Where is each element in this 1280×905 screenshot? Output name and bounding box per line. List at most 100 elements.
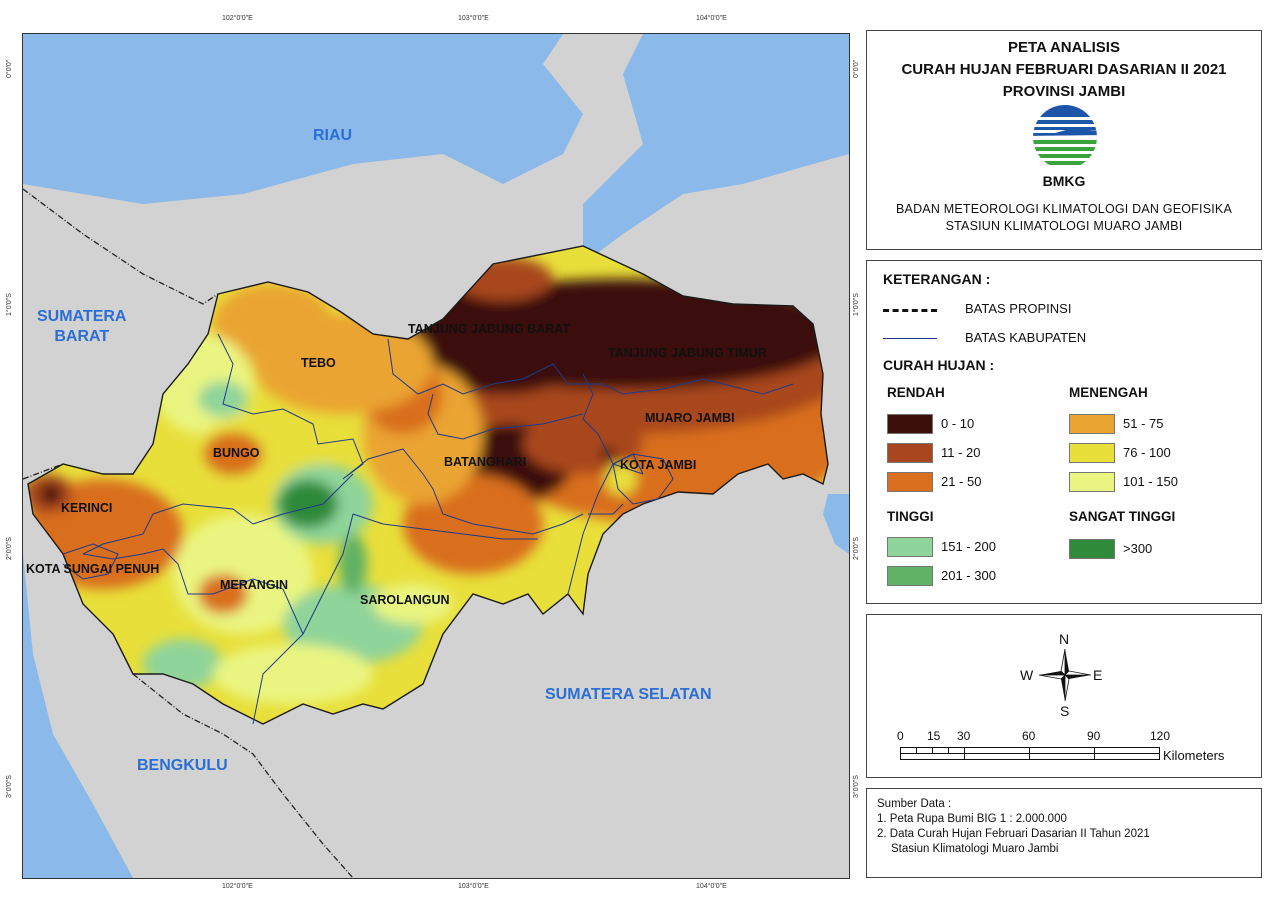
label-0-10: 0 - 10: [941, 416, 975, 431]
label-21-50: 21 - 50: [941, 474, 982, 489]
label-kota-jambi: KOTA JAMBI: [620, 458, 697, 472]
boundary-sumbar-riau: [23, 188, 219, 305]
swatch-0-10: [887, 414, 933, 434]
north-arrow-icon: [1038, 648, 1092, 702]
scale-tick-60: 60: [1022, 729, 1036, 743]
label-51-75: 51 - 75: [1123, 416, 1164, 431]
scale-panel: N S E W 0 15 30 60 90 120 Kilometers: [866, 614, 1262, 778]
boundary-bengkulu-sumsel: [132, 673, 354, 878]
grat-left-4: 3°0'0"S: [6, 775, 13, 798]
legend-panel: KETERANGAN : BATAS PROPINSI BATAS KABUPA…: [866, 260, 1262, 604]
swatch-51-75: [1069, 414, 1115, 434]
province-boundary: [27, 245, 829, 725]
swatch-300: [1069, 539, 1115, 559]
label-201-300: 201 - 300: [941, 568, 996, 583]
rainfall-zone: [278, 480, 338, 528]
legend-curah-hujan: CURAH HUJAN :: [883, 357, 995, 373]
title-line-3: PROVINSI JAMBI: [1002, 83, 1126, 100]
grat-top-1: 102°0'0"E: [222, 15, 253, 22]
bmkg-logo-text: BMKG: [1042, 173, 1086, 189]
swatch-201-300: [887, 566, 933, 586]
legend-group-tinggi: TINGGI: [887, 509, 934, 524]
label-sarolangun: SAROLANGUN: [360, 593, 450, 607]
source-item-2b: Stasiun Klimatologi Muaro Jambi: [891, 843, 1059, 855]
scale-tick-0: 0: [897, 729, 904, 743]
label-tanjung-jabung-timur: TANJUNG JABUNG TIMUR: [608, 346, 767, 360]
compass-w: W: [1020, 667, 1034, 683]
label-muaro-jambi: MUARO JAMBI: [645, 411, 735, 425]
scale-tick-120: 120: [1150, 729, 1171, 743]
rainfall-zone: [198, 574, 248, 614]
compass-e: E: [1093, 667, 1103, 683]
rainfall-zone: [203, 432, 263, 476]
grat-right-2: 1°0'0"S: [853, 293, 860, 316]
scale-tick-15: 15: [927, 729, 941, 743]
grat-right-4: 3°0'0"S: [853, 775, 860, 798]
swatch-151-200: [887, 537, 933, 557]
label-tanjung-jabung-barat: TANJUNG JABUNG BARAT: [408, 322, 571, 336]
label-tebo: TEBO: [301, 356, 336, 370]
grat-top-3: 104°0'0"E: [696, 15, 727, 22]
scale-bar: [900, 747, 1160, 760]
label-sumatera-barat: SUMATERA BARAT: [37, 308, 127, 345]
label-bengkulu: BENGKULU: [137, 757, 228, 774]
rainfall-zone: [213, 644, 373, 704]
title-line-1: PETA ANALISIS: [1008, 39, 1120, 56]
label-11-20: 11 - 20: [941, 445, 981, 460]
compass-n: N: [1059, 631, 1070, 647]
legend-group-rendah: RENDAH: [887, 385, 945, 400]
rainfall-zone: [605, 463, 637, 495]
agency-line-1: BADAN METEOROLOGI KLIMATOLOGI DAN GEOFIS…: [896, 202, 1232, 216]
grat-bottom-2: 103°0'0"E: [458, 883, 489, 890]
swatch-101-150: [1069, 472, 1115, 492]
west-sea: [23, 554, 133, 878]
grat-right-3: 2°0'0"S: [853, 537, 860, 560]
scale-unit: Kilometers: [1163, 748, 1225, 763]
legend-heading: KETERANGAN :: [883, 271, 991, 287]
title-panel: PETA ANALISIS CURAH HUJAN FEBRUARI DASAR…: [866, 30, 1262, 250]
legend-batas-kabupaten: BATAS KABUPATEN: [965, 330, 1087, 345]
scale-tick-90: 90: [1087, 729, 1101, 743]
label-300: >300: [1123, 541, 1153, 556]
swatch-76-100: [1069, 443, 1115, 463]
legend-group-menengah: MENENGAH: [1069, 385, 1148, 400]
compass-s: S: [1060, 703, 1070, 719]
legend-batas-propinsi: BATAS PROPINSI: [965, 301, 1072, 316]
grat-top-2: 103°0'0"E: [458, 15, 489, 22]
scale-tick-30: 30: [957, 729, 971, 743]
grat-left-2: 1°0'0"S: [6, 293, 13, 316]
label-151-200: 151 - 200: [941, 539, 996, 554]
label-batanghari: BATANGHARI: [444, 455, 527, 469]
rainfall-zone: [339, 534, 367, 594]
grat-left-3: 2°0'0"S: [6, 537, 13, 560]
label-kota-sungai-penuh: KOTA SUNGAI PENUH: [26, 562, 160, 576]
bmkg-logo: BMKG: [867, 103, 1261, 195]
source-item-1: 1. Peta Rupa Bumi BIG 1 : 2.000.000: [877, 813, 1067, 825]
rainfall-zone: [198, 381, 248, 417]
label-kerinci: KERINCI: [61, 501, 113, 515]
swatch-11-20: [887, 443, 933, 463]
rainfall-zone: [373, 584, 453, 624]
source-heading: Sumber Data :: [877, 798, 952, 810]
bmkg-logo-icon: [1033, 105, 1097, 165]
source-item-2: 2. Data Curah Hujan Februari Dasarian II…: [877, 828, 1150, 840]
grat-bottom-3: 104°0'0"E: [696, 883, 727, 890]
label-sumatera-selatan: SUMATERA SELATAN: [545, 686, 712, 703]
rainfall-zone: [213, 284, 333, 364]
grat-left-1: 0°0'0": [6, 59, 13, 78]
rainfall-map: [23, 34, 849, 878]
label-bungo: BUNGO: [213, 446, 260, 460]
title-line-2: CURAH HUJAN FEBRUARI DASARIAN II 2021: [901, 61, 1227, 78]
boundary-sumbar: [23, 463, 64, 480]
rainfall-zone: [523, 414, 643, 474]
map-frame: RIAU SUMATERA BARAT SUMATERA SELATAN BEN…: [22, 33, 850, 879]
label-76-100: 76 - 100: [1123, 445, 1171, 460]
regency-boundary-symbol: [883, 338, 937, 339]
province-boundary-symbol: [883, 309, 937, 312]
regency-boundaries: [62, 333, 794, 725]
grat-right-1: 0°0'0": [853, 59, 860, 78]
label-riau: RIAU: [313, 127, 353, 144]
agency-line-2: STASIUN KLIMATOLOGI MUARO JAMBI: [945, 219, 1183, 233]
kota-jambi-boundary: [612, 453, 674, 505]
swatch-21-50: [887, 472, 933, 492]
